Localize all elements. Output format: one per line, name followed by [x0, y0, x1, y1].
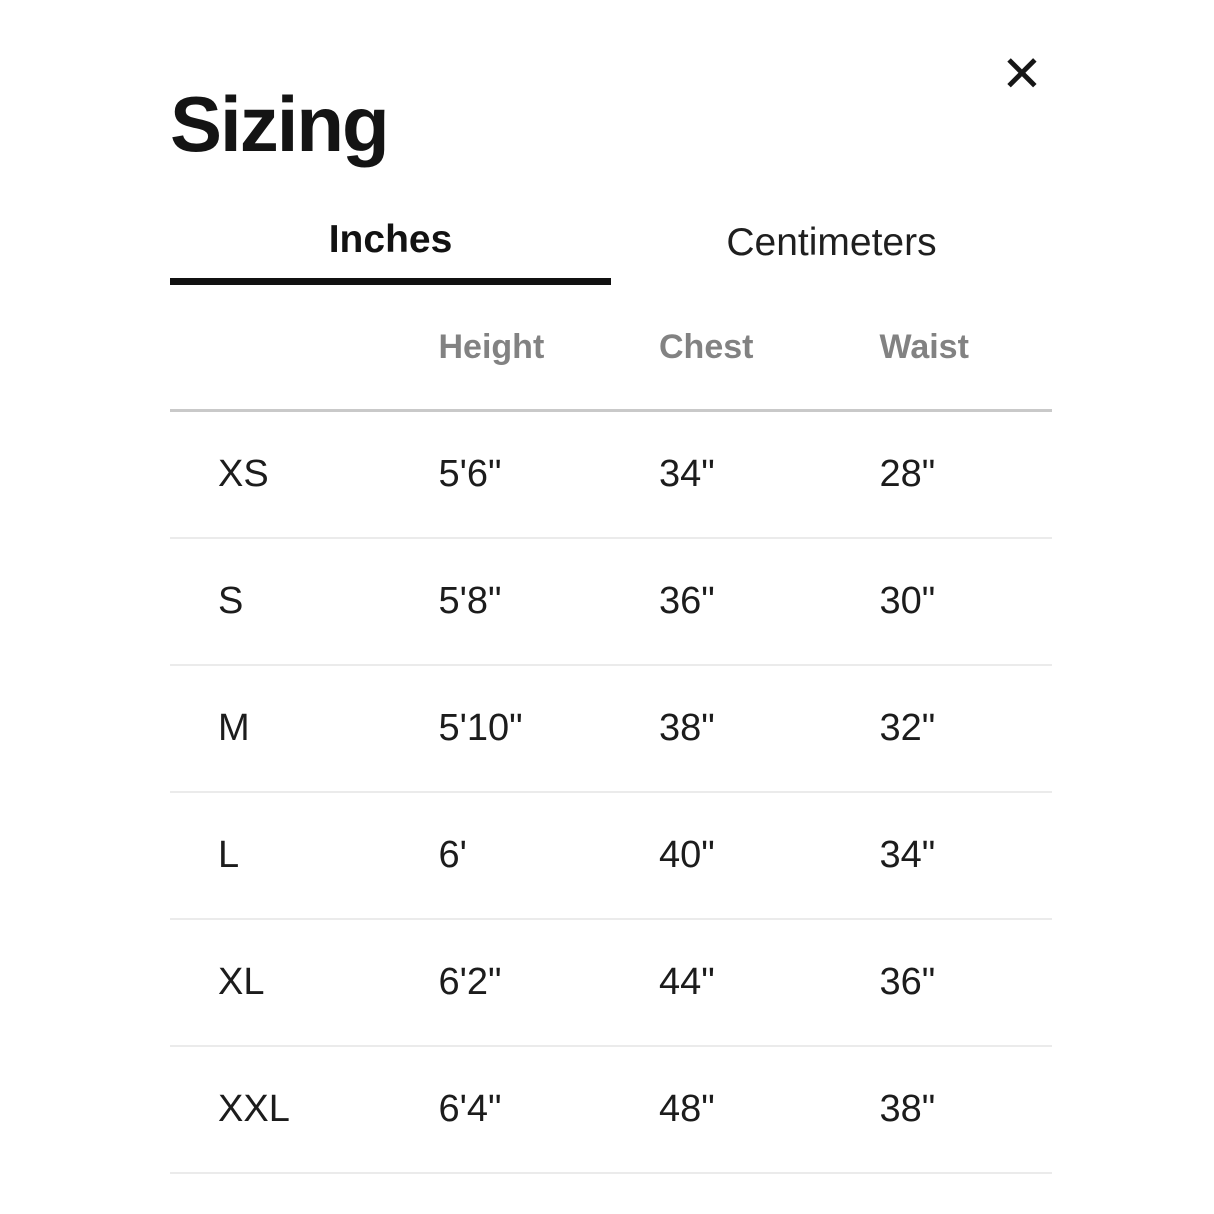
table-header-row: Height Chest Waist: [170, 285, 1052, 412]
chest-cell: 40": [659, 834, 715, 876]
height-cell: 6'2": [438, 961, 502, 1003]
header-cell-height: Height: [438, 327, 545, 366]
size-cell: L: [218, 834, 240, 876]
chest-cell: 38": [659, 707, 715, 749]
unit-tabs: Inches Centimeters: [170, 196, 1052, 285]
height-cell: 5'10": [438, 707, 523, 749]
height-cell: 6': [438, 834, 467, 876]
tab-inches[interactable]: Inches: [170, 196, 611, 285]
waist-cell: 28": [879, 453, 936, 495]
table-row: XS 5'6" 34" 28": [170, 412, 1052, 539]
table-row: M 5'10" 38" 32": [170, 666, 1052, 793]
chest-cell: 36": [659, 580, 715, 622]
table-row: S 5'8" 36" 30": [170, 539, 1052, 666]
chest-cell: 48": [659, 1088, 715, 1130]
waist-cell: 34": [879, 834, 936, 876]
height-cell: 6'4": [438, 1088, 502, 1130]
table-row: L 6' 40" 34": [170, 793, 1052, 920]
size-cell: S: [218, 580, 244, 622]
height-cell: 5'6": [438, 453, 502, 495]
table-row: XL 6'2" 44" 36": [170, 920, 1052, 1047]
waist-cell: 36": [879, 961, 936, 1003]
table-row: XXL 6'4" 48" 38": [170, 1047, 1052, 1174]
header-cell-chest: Chest: [659, 327, 754, 366]
tab-centimeters[interactable]: Centimeters: [611, 196, 1052, 285]
waist-cell: 32": [879, 707, 936, 749]
height-cell: 5'8": [438, 580, 502, 622]
size-cell: XL: [218, 961, 265, 1003]
size-cell: XS: [218, 453, 269, 495]
chest-cell: 44": [659, 961, 715, 1003]
size-cell: XXL: [218, 1088, 290, 1130]
header-cell-waist: Waist: [879, 327, 969, 366]
close-button[interactable]: ✕: [990, 42, 1054, 106]
size-cell: M: [218, 707, 250, 749]
size-table: Height Chest Waist XS 5'6" 34" 28" S 5'8…: [170, 285, 1052, 1174]
page-title: Sizing: [170, 80, 390, 169]
chest-cell: 34": [659, 453, 715, 495]
waist-cell: 30": [879, 580, 936, 622]
waist-cell: 38": [879, 1088, 936, 1130]
close-icon: ✕: [1001, 46, 1043, 102]
